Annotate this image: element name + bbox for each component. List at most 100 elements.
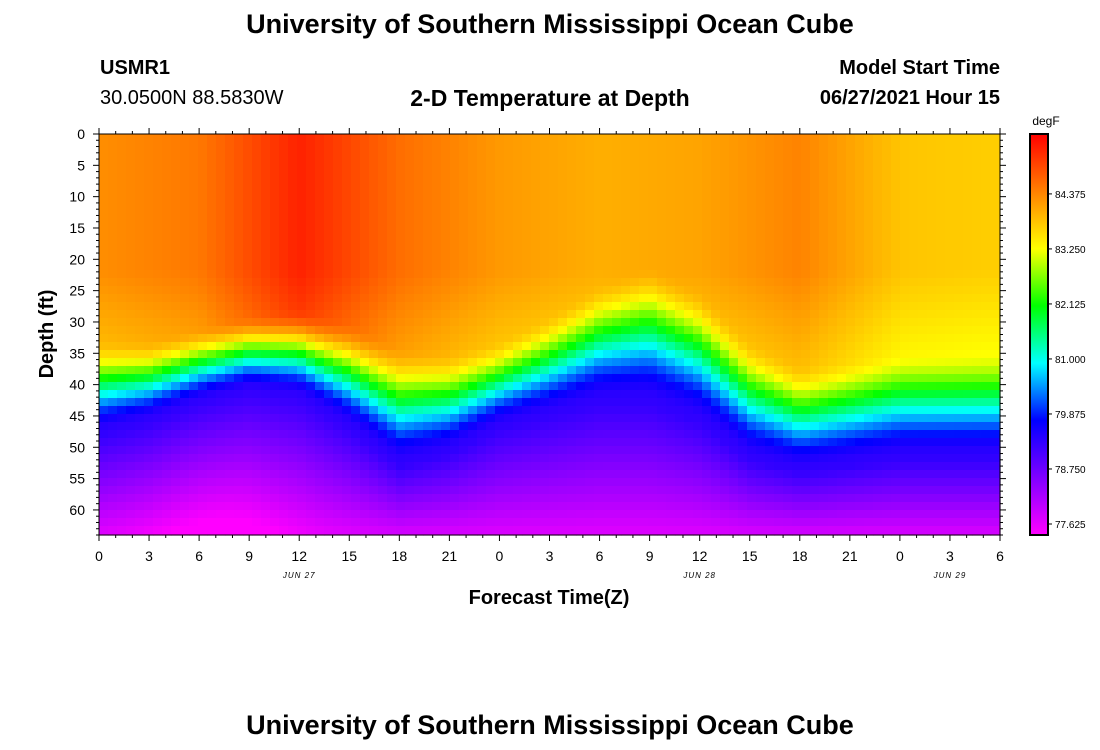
heatmap-cell — [558, 518, 568, 527]
heatmap-cell — [504, 230, 514, 239]
heatmap-cell — [459, 422, 469, 431]
heatmap-cell — [801, 230, 811, 239]
heatmap-cell — [837, 446, 847, 455]
heatmap-cell — [117, 422, 127, 431]
heatmap-cell — [666, 478, 676, 487]
heatmap-cell — [414, 502, 424, 511]
heatmap-cell — [837, 206, 847, 215]
heatmap-cell — [315, 462, 325, 471]
heatmap-cell — [711, 262, 721, 271]
heatmap-cell — [630, 398, 640, 407]
heatmap-cell — [135, 414, 145, 423]
heatmap-cell — [972, 302, 982, 311]
heatmap-cell — [621, 470, 631, 479]
heatmap-cell — [855, 142, 865, 151]
heatmap-cell — [540, 334, 550, 343]
heatmap-cell — [135, 310, 145, 319]
heatmap-cell — [234, 374, 244, 383]
heatmap-cell — [927, 230, 937, 239]
heatmap-cell — [162, 430, 172, 439]
heatmap-cell — [414, 462, 424, 471]
heatmap-cell — [963, 398, 973, 407]
heatmap-cell — [144, 182, 154, 191]
heatmap-cell — [585, 454, 595, 463]
heatmap-cell — [396, 318, 406, 327]
heatmap-cell — [342, 270, 352, 279]
heatmap-cell — [171, 318, 181, 327]
heatmap-cell — [423, 494, 433, 503]
heatmap-cell — [666, 230, 676, 239]
heatmap-cell — [711, 526, 721, 535]
heatmap-cell — [117, 518, 127, 527]
heatmap-cell — [738, 246, 748, 255]
heatmap-cell — [108, 486, 118, 495]
heatmap-cell — [153, 182, 163, 191]
heatmap-cell — [324, 142, 334, 151]
heatmap-cell — [531, 310, 541, 319]
heatmap-cell — [468, 494, 478, 503]
heatmap-cell — [459, 230, 469, 239]
heatmap-cell — [756, 462, 766, 471]
heatmap-cell — [468, 422, 478, 431]
heatmap-cell — [558, 134, 568, 143]
heatmap-cell — [324, 326, 334, 335]
heatmap-cell — [522, 502, 532, 511]
heatmap-cell — [108, 278, 118, 287]
heatmap-cell — [657, 486, 667, 495]
heatmap-cell — [243, 462, 253, 471]
heatmap-cell — [405, 326, 415, 335]
heatmap-cell — [279, 302, 289, 311]
heatmap-cell — [270, 478, 280, 487]
heatmap-cell — [441, 278, 451, 287]
heatmap-cell — [702, 494, 712, 503]
heatmap-cell — [729, 302, 739, 311]
heatmap-cell — [765, 222, 775, 231]
heatmap-cell — [603, 182, 613, 191]
heatmap-cell — [459, 262, 469, 271]
heatmap-cell — [378, 206, 388, 215]
heatmap-cell — [252, 494, 262, 503]
heatmap-cell — [666, 446, 676, 455]
heatmap-cell — [216, 382, 226, 391]
heatmap-cell — [720, 374, 730, 383]
heatmap-cell — [648, 254, 658, 263]
heatmap-cell — [126, 518, 136, 527]
heatmap-cell — [765, 254, 775, 263]
heatmap-cell — [450, 222, 460, 231]
heatmap-cell — [891, 390, 901, 399]
heatmap-cell — [783, 518, 793, 527]
heatmap-cell — [477, 374, 487, 383]
heatmap-cell — [495, 206, 505, 215]
heatmap-cell — [954, 150, 964, 159]
heatmap-cell — [513, 422, 523, 431]
station-id: USMR1 — [100, 57, 171, 79]
heatmap-cell — [306, 494, 316, 503]
heatmap-cell — [198, 278, 208, 287]
heatmap-cell — [396, 398, 406, 407]
heatmap-cell — [450, 438, 460, 447]
heatmap-cell — [189, 182, 199, 191]
heatmap-cell — [135, 294, 145, 303]
heatmap-cell — [207, 254, 217, 263]
heatmap-cell — [243, 246, 253, 255]
heatmap-cell — [414, 446, 424, 455]
heatmap-cell — [621, 334, 631, 343]
heatmap-cell — [648, 206, 658, 215]
heatmap-cell — [558, 406, 568, 415]
heatmap-cell — [225, 334, 235, 343]
heatmap-cell — [621, 198, 631, 207]
heatmap-cell — [855, 302, 865, 311]
heatmap-cell — [936, 150, 946, 159]
heatmap-cell — [765, 310, 775, 319]
heatmap-cell — [351, 310, 361, 319]
heatmap-cell — [801, 166, 811, 175]
heatmap-cell — [684, 374, 694, 383]
heatmap-cell — [99, 502, 109, 511]
heatmap-cell — [594, 166, 604, 175]
heatmap-cell — [234, 158, 244, 167]
heatmap-cell — [270, 438, 280, 447]
heatmap-cell — [630, 382, 640, 391]
heatmap-cell — [306, 358, 316, 367]
heatmap-cell — [864, 214, 874, 223]
heatmap-cell — [567, 374, 577, 383]
